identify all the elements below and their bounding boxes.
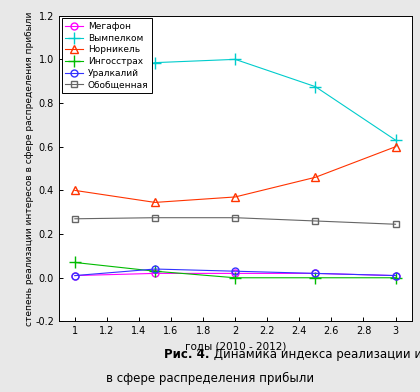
Мегафон (393, 273, 398, 278)
Text: Рис. 4.: Рис. 4. (165, 348, 210, 361)
Обобщенная (72, 216, 77, 221)
Ингосстрах (72, 260, 77, 265)
Line: Ингосстрах: Ингосстрах (69, 257, 401, 283)
Вымпелком (393, 138, 398, 143)
Вымпелком (152, 60, 158, 65)
Норникель (313, 175, 318, 180)
Норникель (152, 200, 158, 205)
Вымпелком (233, 57, 238, 62)
Ингосстрах (233, 276, 238, 280)
Line: Уралкалий: Уралкалий (71, 265, 399, 279)
Ингосстрах (152, 269, 158, 274)
Line: Вымпелком: Вымпелком (69, 54, 401, 146)
Мегафон (72, 273, 77, 278)
Text: в сфере распределения прибыли: в сфере распределения прибыли (106, 372, 314, 385)
Обобщенная (393, 222, 398, 227)
Уралкалий (313, 271, 318, 276)
Line: Норникель: Норникель (71, 143, 400, 207)
Вымпелком (72, 77, 77, 82)
Legend: Мегафон, Вымпелком, Норникель, Ингосстрах, Уралкалий, Обобщенная: Мегафон, Вымпелком, Норникель, Ингосстра… (61, 18, 152, 93)
Норникель (393, 144, 398, 149)
Мегафон (233, 271, 238, 276)
Вымпелком (313, 84, 318, 89)
Мегафон (152, 271, 158, 276)
Line: Обобщенная: Обобщенная (71, 214, 399, 228)
Y-axis label: степень реализации интересов в сфере распределения прибыли: степень реализации интересов в сфере рас… (25, 11, 34, 326)
Уралкалий (72, 273, 77, 278)
Уралкалий (393, 273, 398, 278)
X-axis label: годы (2010 - 2012): годы (2010 - 2012) (184, 342, 286, 352)
Обобщенная (152, 215, 158, 220)
Ингосстрах (393, 276, 398, 280)
Мегафон (313, 271, 318, 276)
Text: Динамика индекса реализации интересов: Динамика индекса реализации интересов (210, 348, 420, 361)
Уралкалий (152, 267, 158, 271)
Норникель (72, 188, 77, 193)
Уралкалий (233, 269, 238, 274)
Обобщенная (233, 215, 238, 220)
Обобщенная (313, 219, 318, 223)
Норникель (233, 194, 238, 199)
Line: Мегафон: Мегафон (71, 270, 399, 279)
Ингосстрах (313, 276, 318, 280)
